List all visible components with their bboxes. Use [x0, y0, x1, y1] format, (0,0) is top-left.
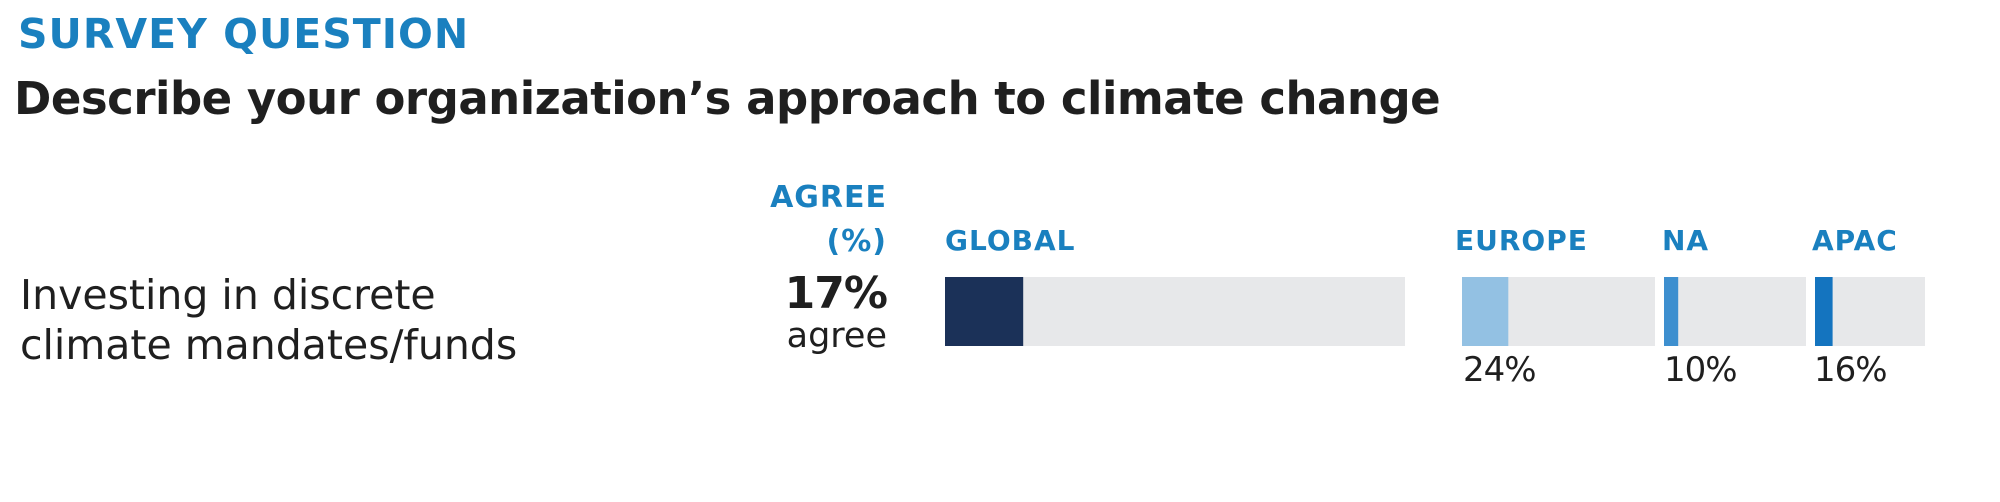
agree-column-header: AGREE (%) [770, 176, 887, 264]
agree-word: agree [786, 316, 887, 356]
europe-bar [1462, 277, 1509, 346]
na-bar-track [1664, 277, 1806, 346]
agree-header-line2: (%) [826, 224, 887, 259]
europe-column-label: EUROPE [1455, 224, 1588, 257]
row-label-line2: climate mandates/funds [20, 321, 518, 369]
agree-percent: 17% [784, 268, 888, 319]
row-label: Investing in discrete climate mandates/f… [20, 270, 517, 370]
apac-bar [1815, 277, 1833, 346]
agree-header-line1: AGREE [770, 180, 887, 215]
survey-eyebrow: SURVEY QUESTION [18, 10, 470, 58]
na-column-label: NA [1662, 224, 1710, 257]
global-column-label: GLOBAL [945, 224, 1076, 257]
global-bar [945, 277, 1024, 346]
na-value-label: 10% [1664, 350, 1738, 390]
apac-bar-track [1815, 277, 1925, 346]
europe-value-label: 24% [1463, 350, 1537, 390]
apac-column-label: APAC [1812, 224, 1898, 257]
chart-title: Describe your organization’s approach to… [14, 72, 1441, 125]
row-label-line1: Investing in discrete [20, 271, 436, 319]
apac-value-label: 16% [1814, 350, 1888, 390]
agree-value: 17% agree [784, 268, 888, 356]
na-bar [1664, 277, 1679, 346]
